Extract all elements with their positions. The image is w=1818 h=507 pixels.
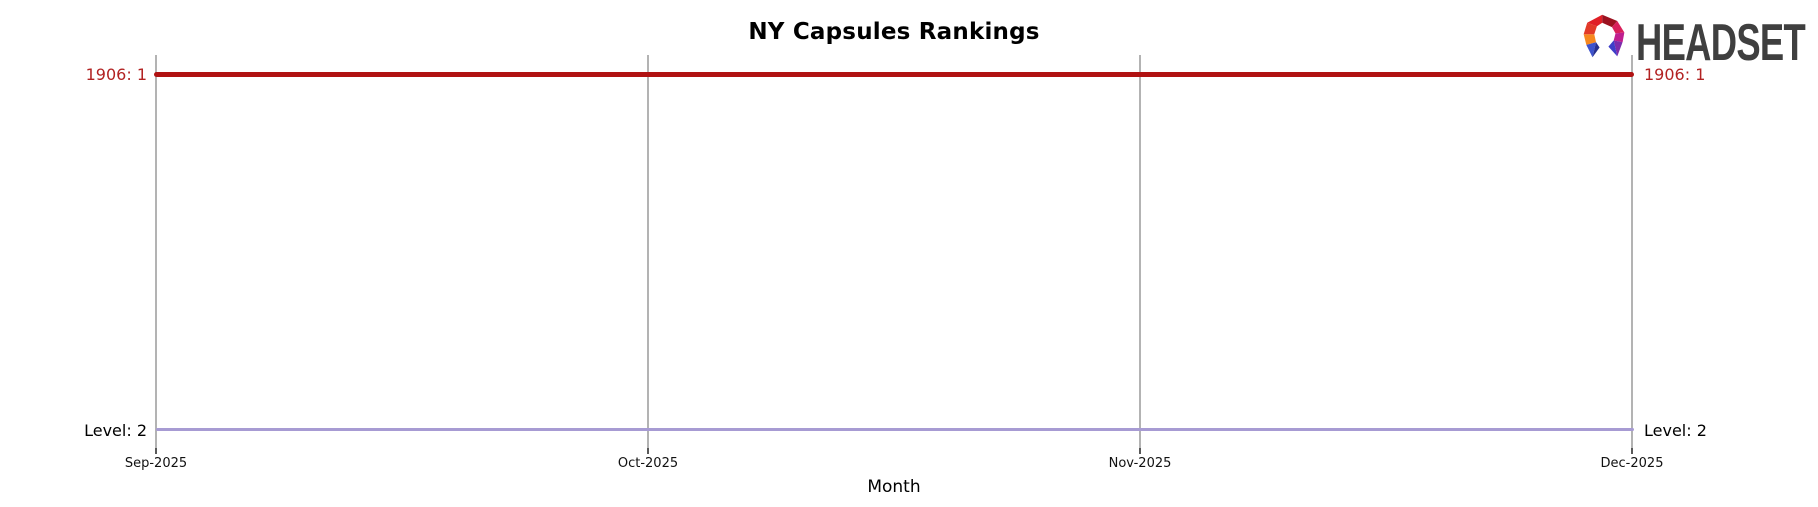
series-label-1906-right: 1906: 1	[1644, 65, 1706, 84]
chart-title: NY Capsules Rankings	[748, 19, 1040, 45]
xtick-label-sep: Sep-2025	[124, 456, 188, 471]
xtick-nov	[1139, 448, 1141, 454]
series-label-1906-left: 1906: 1	[85, 65, 147, 84]
xtick-oct	[647, 448, 649, 454]
xtick-label-oct: Oct-2025	[617, 456, 679, 471]
x-axis-title: Month	[867, 477, 921, 497]
gridline-dec	[1631, 55, 1633, 448]
series-line-level	[156, 428, 1634, 431]
series-label-level-right: Level: 2	[1644, 421, 1707, 440]
headset-logo-icon	[1583, 14, 1625, 58]
xtick-label-nov: Nov-2025	[1108, 456, 1172, 471]
gridline-sep	[155, 55, 157, 448]
xtick-label-dec: Dec-2025	[1600, 456, 1664, 471]
gridline-nov	[1139, 55, 1141, 448]
xtick-sep	[155, 448, 157, 454]
gridline-oct	[647, 55, 649, 448]
series-label-level-left: Level: 2	[84, 421, 147, 440]
series-line-1906	[154, 72, 1634, 77]
headset-logo-text: HEADSET	[1636, 14, 1806, 72]
xtick-dec	[1631, 448, 1633, 454]
